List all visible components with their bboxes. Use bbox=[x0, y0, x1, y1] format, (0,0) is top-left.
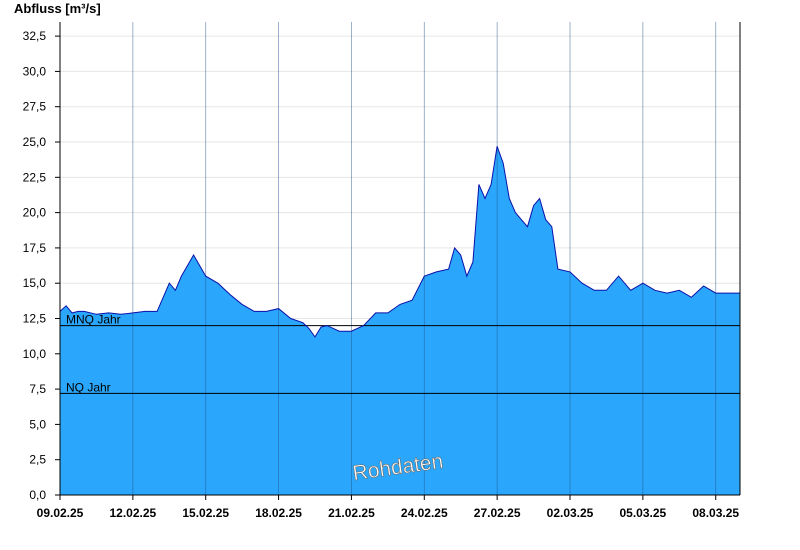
y-tick-label: 27,5 bbox=[23, 100, 47, 114]
x-tick-label: 27.02.25 bbox=[474, 506, 521, 520]
reference-line-label: MNQ Jahr bbox=[66, 313, 121, 327]
x-tick-label: 12.02.25 bbox=[109, 506, 156, 520]
y-tick-label: 22,5 bbox=[23, 170, 47, 184]
x-tick-label: 08.03.25 bbox=[692, 506, 739, 520]
y-tick-label: 12,5 bbox=[23, 312, 47, 326]
y-tick-label: 2,5 bbox=[29, 453, 46, 467]
y-tick-label: 15,0 bbox=[23, 276, 47, 290]
y-tick-label: 7,5 bbox=[29, 382, 46, 396]
x-tick-label: 05.03.25 bbox=[619, 506, 666, 520]
discharge-line bbox=[59, 146, 740, 338]
y-axis-label: Abfluss [m³/s] bbox=[14, 1, 101, 16]
y-tick-label: 17,5 bbox=[23, 241, 47, 255]
y-tick-label: 5,0 bbox=[29, 417, 46, 431]
x-tick-label: 15.02.25 bbox=[182, 506, 229, 520]
y-axis-ticks: 0,0 2,5 5,0 7,5 10,0 12,5 15,0 17,5 20,0 22,5 25,0… bbox=[23, 29, 60, 502]
x-tick-label: 18.02.25 bbox=[255, 506, 302, 520]
y-tick-label: 32,5 bbox=[23, 29, 47, 43]
y-tick-label: 0,0 bbox=[29, 488, 46, 502]
x-tick-label: 21.02.25 bbox=[328, 506, 375, 520]
y-tick-label: 25,0 bbox=[23, 135, 47, 149]
x-tick-label: 02.03.25 bbox=[547, 506, 594, 520]
y-tick-label: 30,0 bbox=[23, 64, 47, 78]
y-tick-label: 10,0 bbox=[23, 347, 47, 361]
reference-lines: MNQ Jahr NQ Jahr bbox=[60, 313, 740, 394]
y-tick-label: 20,0 bbox=[23, 206, 47, 220]
x-tick-label: 09.02.25 bbox=[37, 506, 84, 520]
reference-line-label: NQ Jahr bbox=[66, 380, 111, 394]
x-tick-label: 24.02.25 bbox=[401, 506, 448, 520]
discharge-area bbox=[60, 146, 740, 496]
vertical-grid-lines bbox=[132, 22, 717, 495]
x-axis-ticks: 09.02.25 12.02.25 15.02.25 18.02.25 21.02.25… bbox=[37, 495, 739, 520]
axes bbox=[59, 22, 741, 496]
